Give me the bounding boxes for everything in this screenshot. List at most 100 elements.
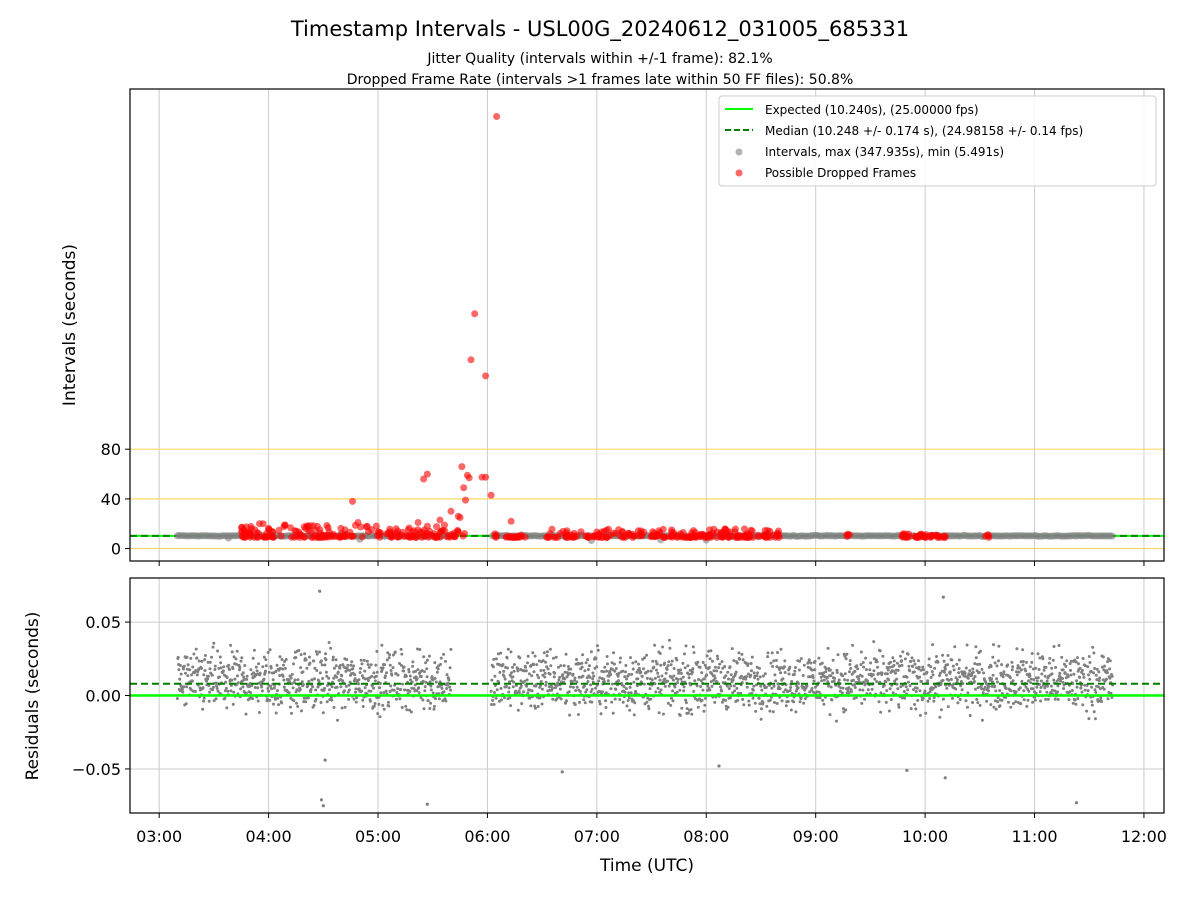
interval-point [1108, 532, 1116, 540]
residual-point [943, 670, 946, 674]
residual-point [996, 696, 1000, 700]
residual-point [678, 688, 682, 692]
residual-point [1085, 709, 1089, 713]
residual-point [895, 682, 899, 686]
residual-point [966, 676, 970, 680]
residual-point [782, 690, 786, 694]
residual-point [219, 666, 223, 670]
residual-point [956, 701, 960, 705]
residual-point [943, 776, 947, 780]
residual-point [776, 651, 779, 654]
residual-point [1098, 676, 1102, 680]
residual-point [912, 659, 916, 663]
residual-point [1075, 679, 1079, 683]
residual-point [765, 704, 769, 708]
dropped-frame-point [615, 526, 623, 534]
residual-point [975, 697, 979, 701]
residual-point [627, 691, 631, 695]
residual-point [321, 677, 325, 680]
residual-point [530, 689, 534, 693]
residual-point [727, 677, 730, 681]
residual-point [323, 758, 327, 762]
residual-point [848, 659, 852, 663]
residual-point [357, 687, 361, 691]
residual-point [305, 666, 309, 670]
residual-point [1011, 665, 1015, 669]
residual-point [314, 688, 318, 692]
residual-point [661, 645, 665, 649]
residual-point [229, 643, 233, 647]
residual-point [365, 659, 369, 663]
residual-point [679, 668, 683, 672]
residual-point [384, 689, 388, 693]
intervals-plot-frame [129, 88, 1165, 562]
residual-point [203, 654, 207, 657]
titles: Timestamp Intervals - USL00G_20240612_03… [290, 17, 909, 88]
residual-point [798, 700, 802, 704]
residual-point [734, 670, 738, 674]
residual-point [324, 658, 328, 662]
residual-point [609, 687, 613, 691]
residual-point [938, 715, 942, 719]
dropped-frame-point [414, 530, 422, 538]
residual-point [598, 702, 602, 706]
residual-point [946, 705, 950, 709]
residual-point [909, 659, 913, 663]
residual-point [700, 698, 704, 702]
residual-point [1080, 668, 1084, 672]
residual-point [346, 690, 350, 694]
residual-point [997, 644, 1001, 648]
residual-point [403, 688, 406, 692]
residual-point [720, 700, 724, 704]
residual-point [532, 663, 536, 667]
residual-point [861, 688, 865, 692]
dropped-frame-point [254, 533, 262, 541]
dropped-frame-point [482, 372, 490, 380]
residual-point [508, 680, 511, 684]
residual-point [951, 664, 955, 668]
dropped-frame-point [598, 528, 606, 536]
residual-point [563, 677, 567, 681]
residual-point [822, 671, 825, 675]
residual-point [873, 677, 877, 681]
residual-point [849, 690, 853, 694]
residual-point [369, 689, 373, 693]
residual-point [324, 670, 328, 674]
residual-point [1006, 663, 1010, 667]
residual-point [752, 684, 756, 688]
residual-point [760, 688, 764, 692]
residual-point [519, 679, 523, 683]
residual-point [751, 696, 755, 700]
residual-point [511, 665, 514, 669]
residual-point [835, 719, 838, 723]
residual-point [976, 686, 980, 690]
residual-point [425, 667, 429, 671]
residual-point [919, 668, 923, 672]
residual-point [796, 686, 800, 690]
residual-point [735, 661, 739, 665]
residual-point [444, 659, 447, 663]
residual-point [1062, 687, 1066, 690]
residual-point [391, 666, 395, 670]
residual-point [308, 661, 312, 665]
residual-point [274, 697, 277, 701]
residual-point [921, 696, 925, 700]
residual-point [1090, 700, 1094, 704]
residual-point [561, 673, 565, 677]
residual-point [786, 689, 790, 693]
residual-point [541, 673, 545, 677]
residual-point [736, 691, 740, 695]
residual-point [399, 647, 403, 651]
residual-point [184, 702, 188, 706]
residual-point [269, 684, 272, 688]
residual-point [566, 665, 570, 668]
residual-point [952, 668, 956, 672]
residual-point [1017, 670, 1021, 674]
residual-point [656, 671, 660, 675]
residual-point [325, 674, 329, 678]
residual-point [617, 671, 621, 675]
residual-point [794, 710, 798, 714]
residual-point [907, 680, 910, 684]
residual-point [1093, 667, 1097, 670]
residual-point [712, 678, 716, 682]
